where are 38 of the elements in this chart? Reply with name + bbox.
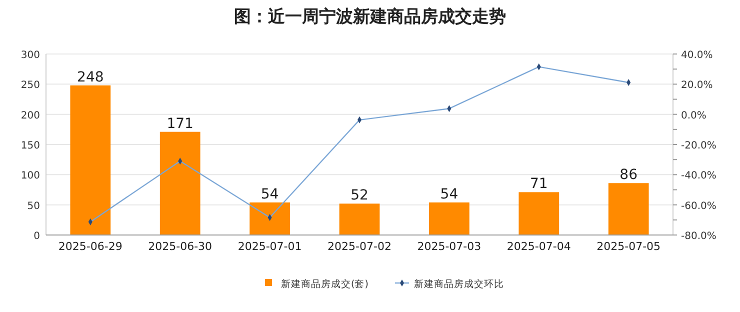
y-tick-label: 200 [20,110,40,122]
data-label: 86 [620,167,638,184]
y-tick-label: 50 [27,200,40,212]
y-tick-label: 250 [20,80,40,92]
data-label: 171 [166,116,194,132]
y-tick-label: 150 [20,140,40,152]
bar [250,202,290,235]
data-label: 71 [530,176,548,192]
y2-tick-label: -60.0% [681,200,716,212]
data-label: 54 [260,186,279,202]
x-tick-label: 2025-06-29 [58,240,122,253]
x-tick-label: 2025-07-02 [328,240,392,253]
x-tick-label: 2025-07-05 [596,240,661,253]
x-tick-label: 2025-07-01 [238,240,302,253]
bar [339,204,380,235]
x-tick-label: 2025-07-03 [417,240,482,253]
legend-label: 新建商品房成交(套) [281,278,368,290]
y-tick-label: 0 [34,231,40,242]
x-tick-label: 2025-06-30 [148,240,212,253]
y2-tick-label: 40.0% [681,50,713,61]
data-label: 248 [77,69,104,86]
bar [429,202,470,235]
x-tick-label: 2025-07-04 [506,240,571,253]
y2-tick-label: -80.0% [681,231,716,242]
data-label: 54 [440,186,458,202]
bar [70,85,111,235]
y2-tick-label: -40.0% [681,170,716,182]
y-tick-label: 100 [20,170,40,182]
bar [518,192,560,235]
chart-title: 图：近一周宁波新建商品房成交走势 [234,7,506,27]
bar [608,183,649,235]
y2-tick-label: 20.0% [681,80,713,92]
y2-tick-label: 0.0% [681,110,706,122]
data-label: 52 [350,188,368,204]
bar [160,132,200,235]
y-tick-label: 300 [20,50,40,61]
legend-label: 新建商品房成交环比 [414,278,504,290]
y2-tick-label: -20.0% [681,140,716,152]
